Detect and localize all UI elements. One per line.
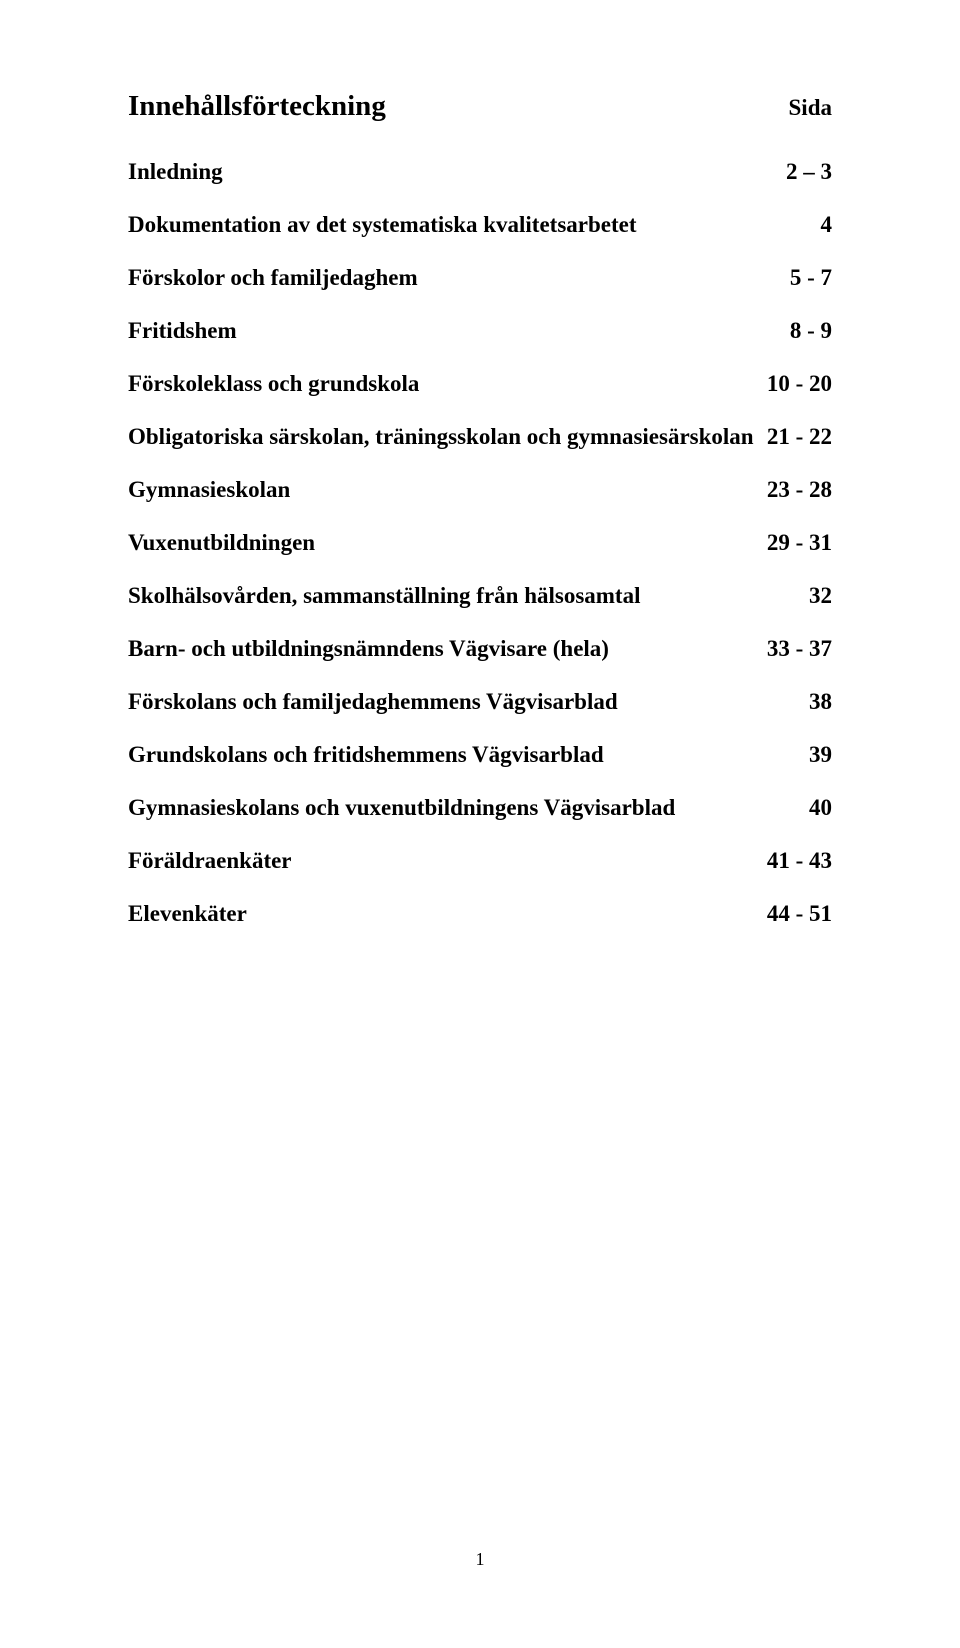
toc-label: Förskoleklass och grundskola	[128, 371, 419, 397]
toc-label: Gymnasieskolans och vuxenutbildningens V…	[128, 795, 675, 821]
toc-row: Skolhälsovården, sammanställning från hä…	[128, 583, 832, 609]
toc-title: Innehållsförteckning	[128, 90, 386, 123]
toc-page: 40	[809, 795, 832, 821]
toc-label: Fritidshem	[128, 318, 237, 344]
toc-label: Skolhälsovården, sammanställning från hä…	[128, 583, 640, 609]
toc-label: Barn- och utbildningsnämndens Vägvisare …	[128, 636, 609, 662]
toc-page: 33 - 37	[767, 636, 832, 662]
toc-page: 38	[809, 689, 832, 715]
toc-label: Förskolor och familjedaghem	[128, 265, 418, 291]
toc-row: Föräldraenkäter 41 - 43	[128, 848, 832, 874]
toc-label: Förskolans och familjedaghemmens Vägvisa…	[128, 689, 618, 715]
toc-page: 2 – 3	[786, 159, 832, 185]
toc-label: Obligatoriska särskolan, träningsskolan …	[128, 424, 754, 450]
toc-label: Föräldraenkäter	[128, 848, 292, 874]
toc-row: Vuxenutbildningen 29 - 31	[128, 530, 832, 556]
toc-page: 21 - 22	[767, 424, 832, 450]
toc-label: Dokumentation av det systematiska kvalit…	[128, 212, 637, 238]
toc-title-row: Innehållsförteckning Sida	[128, 90, 832, 123]
toc-page: 32	[809, 583, 832, 609]
toc-page: 23 - 28	[767, 477, 832, 503]
page-number: 1	[0, 1549, 960, 1570]
toc-page: 44 - 51	[767, 901, 832, 927]
toc-row: Förskolor och familjedaghem 5 - 7	[128, 265, 832, 291]
toc-page: 41 - 43	[767, 848, 832, 874]
toc-label: Elevenkäter	[128, 901, 247, 927]
toc-page: 39	[809, 742, 832, 768]
toc-row: Dokumentation av det systematiska kvalit…	[128, 212, 832, 238]
toc-row: Förskoleklass och grundskola 10 - 20	[128, 371, 832, 397]
toc-row: Fritidshem 8 - 9	[128, 318, 832, 344]
toc-label: Gymnasieskolan	[128, 477, 290, 503]
toc-label: Vuxenutbildningen	[128, 530, 315, 556]
toc-label: Grundskolans och fritidshemmens Vägvisar…	[128, 742, 604, 768]
toc-page: 10 - 20	[767, 371, 832, 397]
toc-row: Obligatoriska särskolan, träningsskolan …	[128, 424, 832, 450]
toc-page: 8 - 9	[790, 318, 832, 344]
document-page: Innehållsförteckning Sida Inledning 2 – …	[0, 0, 960, 1648]
toc-row: Barn- och utbildningsnämndens Vägvisare …	[128, 636, 832, 662]
toc-row: Gymnasieskolans och vuxenutbildningens V…	[128, 795, 832, 821]
toc-row: Elevenkäter 44 - 51	[128, 901, 832, 927]
toc-row: Förskolans och familjedaghemmens Vägvisa…	[128, 689, 832, 715]
toc-page: 29 - 31	[767, 530, 832, 556]
toc-page-header: Sida	[789, 95, 832, 121]
toc-page: 4	[821, 212, 833, 238]
toc-row: Grundskolans och fritidshemmens Vägvisar…	[128, 742, 832, 768]
toc-label: Inledning	[128, 159, 223, 185]
toc-page: 5 - 7	[790, 265, 832, 291]
toc-row: Gymnasieskolan 23 - 28	[128, 477, 832, 503]
toc-row: Inledning 2 – 3	[128, 159, 832, 185]
